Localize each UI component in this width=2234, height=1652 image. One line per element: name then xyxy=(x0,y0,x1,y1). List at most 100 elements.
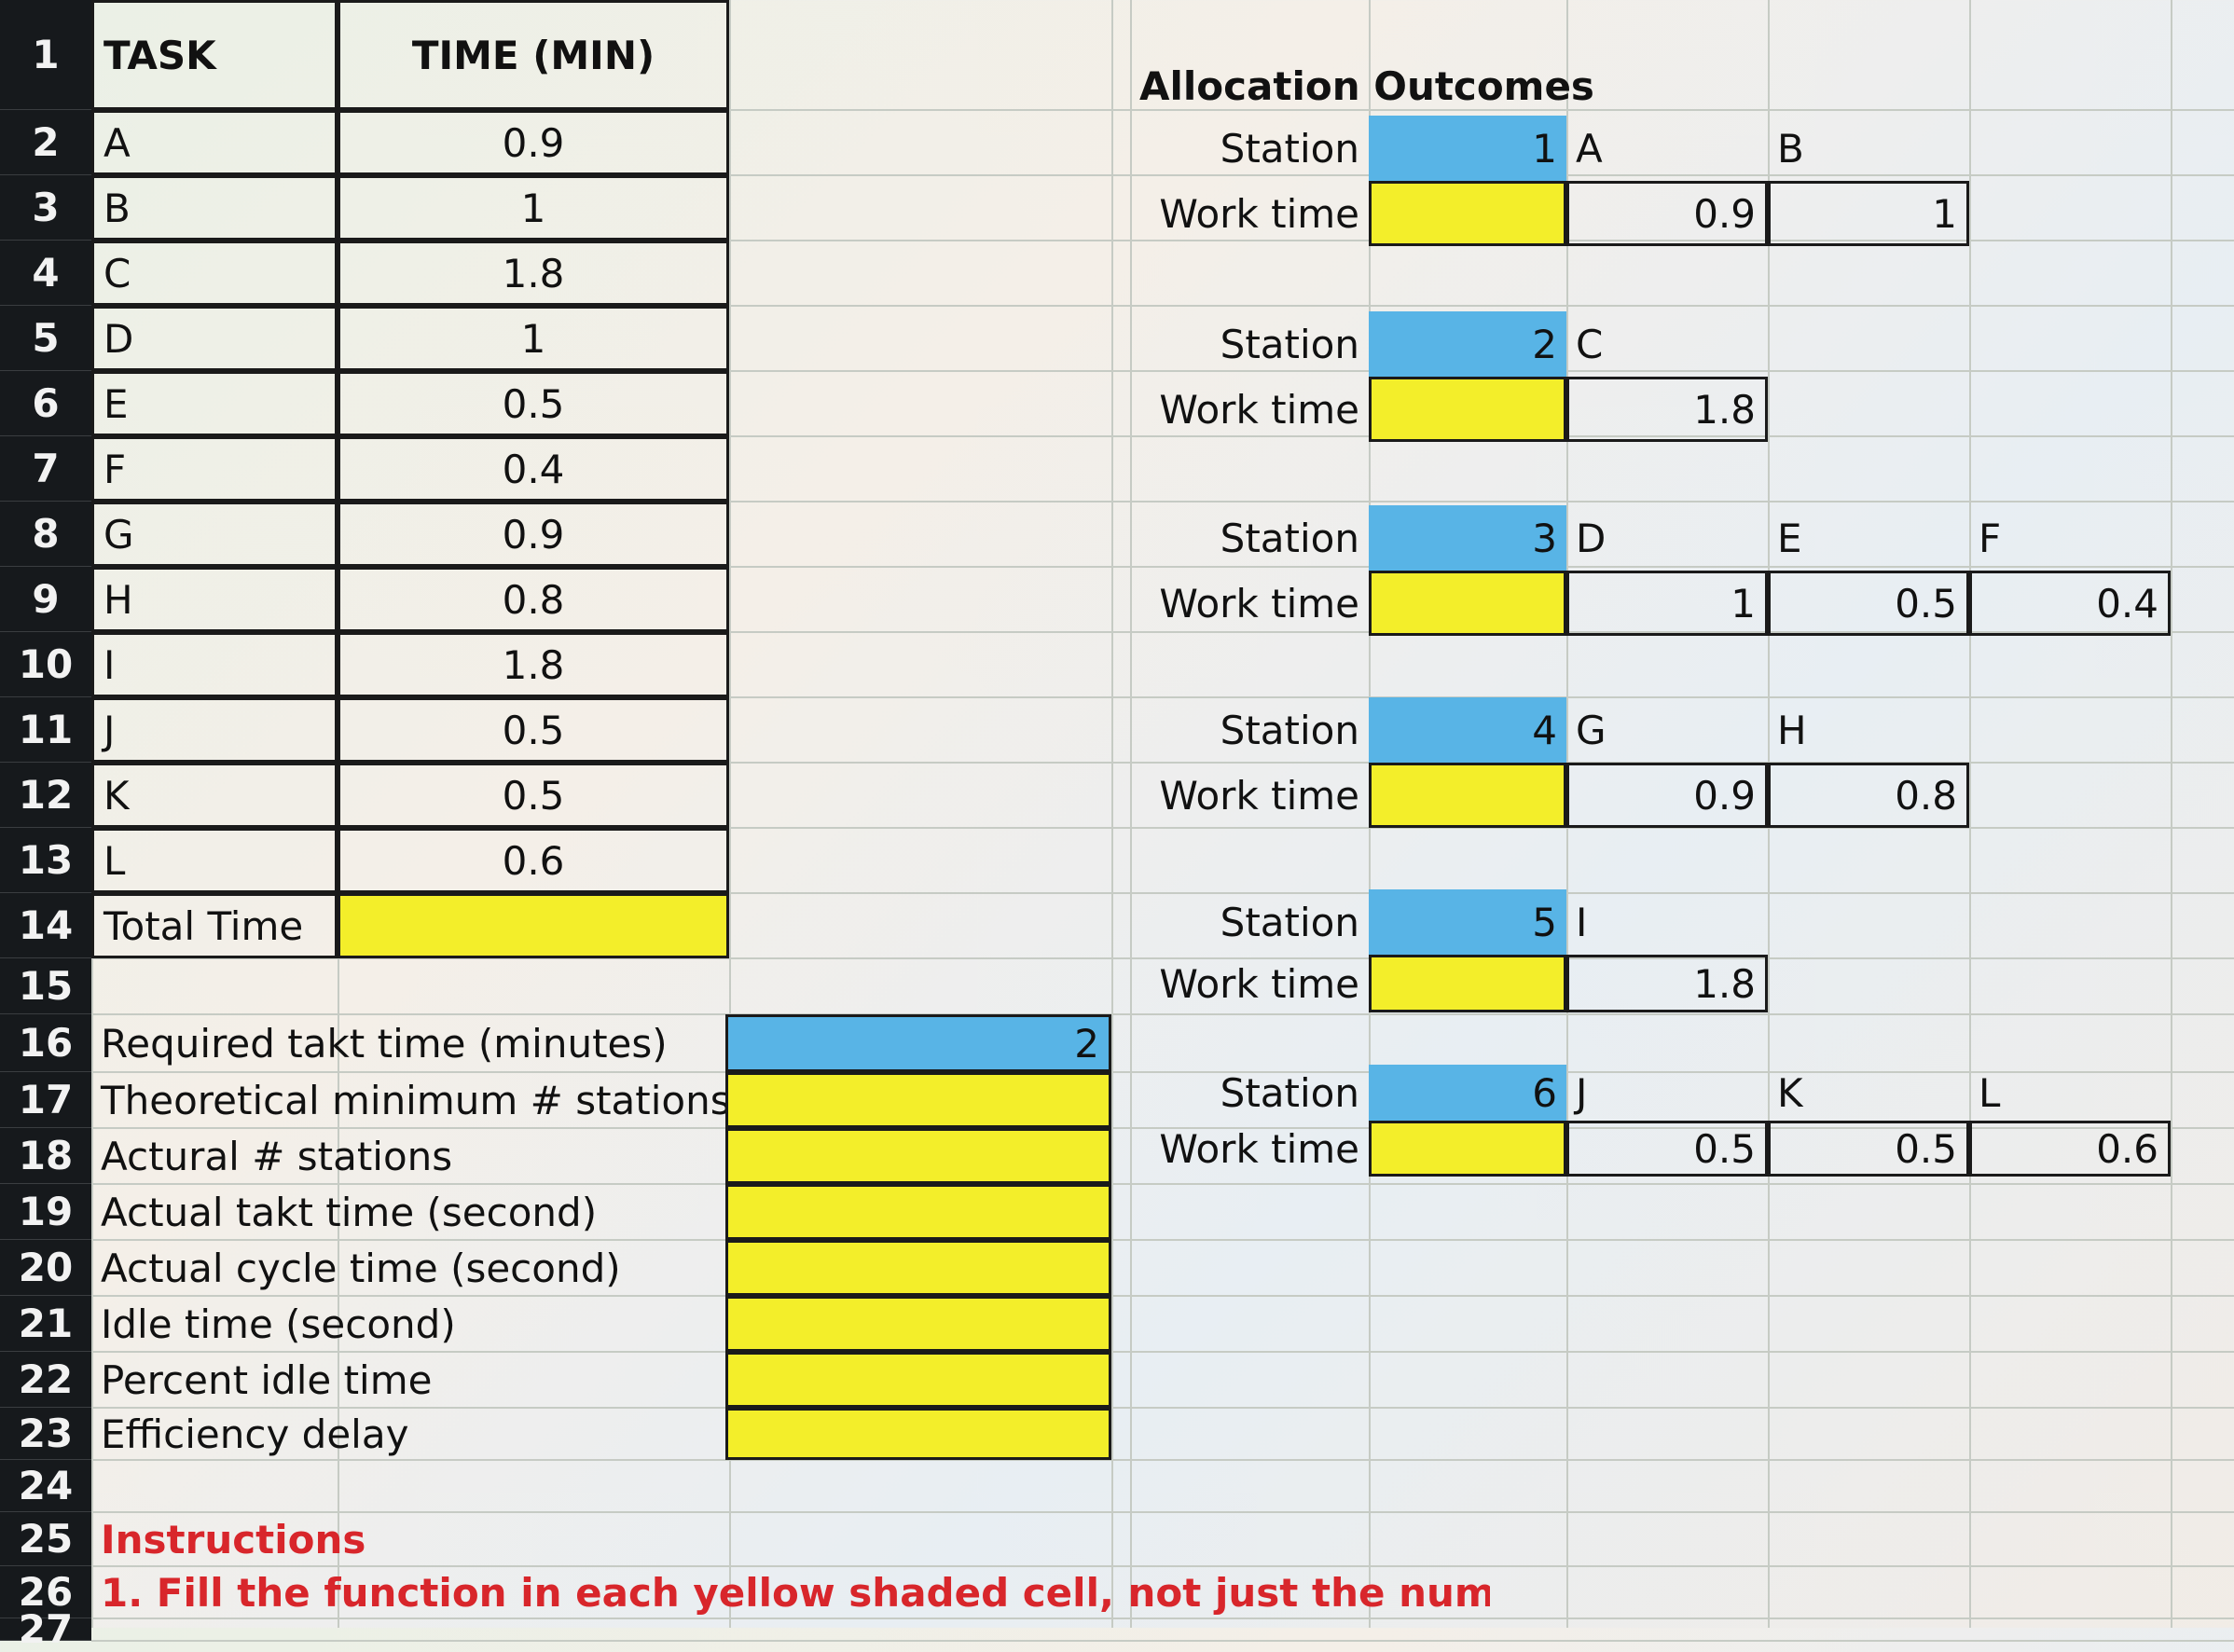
metric-value-cell[interactable] xyxy=(725,1352,1111,1408)
station-number-cell[interactable]: 1 xyxy=(1369,116,1566,181)
station-number-cell[interactable]: 6 xyxy=(1369,1065,1566,1121)
task-name-cell[interactable]: B xyxy=(91,175,338,241)
row-header[interactable]: 20 xyxy=(0,1240,91,1296)
station-task-time-cell[interactable]: 0.8 xyxy=(1768,763,1969,828)
station-task-cell[interactable]: H xyxy=(1777,707,1807,753)
row-header[interactable]: 12 xyxy=(0,763,91,828)
station-worktime-cell[interactable] xyxy=(1369,763,1566,828)
station-task-cell[interactable]: K xyxy=(1777,1069,1803,1116)
row-header[interactable]: 2 xyxy=(0,110,91,175)
metric-value-cell[interactable] xyxy=(725,1240,1111,1296)
task-time-cell[interactable]: 1 xyxy=(338,306,729,371)
row-header[interactable]: 11 xyxy=(0,697,91,763)
row-header[interactable]: 6 xyxy=(0,371,91,436)
station-task-cell[interactable]: B xyxy=(1777,125,1804,172)
station-task-time-cell[interactable]: 0.9 xyxy=(1566,763,1768,828)
station-worktime-cell[interactable] xyxy=(1369,571,1566,636)
station-number-cell[interactable]: 2 xyxy=(1369,311,1566,377)
task-time-cell[interactable]: 0.9 xyxy=(338,110,729,175)
station-worktime-cell[interactable] xyxy=(1369,955,1566,1012)
station-task-time-cell[interactable]: 1 xyxy=(1566,571,1768,636)
task-time-cell[interactable]: 0.5 xyxy=(338,371,729,436)
row-header[interactable]: 26 xyxy=(0,1566,91,1618)
total-time-value[interactable] xyxy=(338,893,729,958)
station-number-cell[interactable]: 3 xyxy=(1369,505,1566,571)
station-number-cell[interactable]: 5 xyxy=(1369,889,1566,955)
station-task-cell[interactable]: L xyxy=(1979,1069,2001,1116)
row-header[interactable]: 21 xyxy=(0,1296,91,1352)
row-header[interactable]: 3 xyxy=(0,175,91,241)
row-header[interactable]: 4 xyxy=(0,241,91,306)
task-name-cell[interactable]: E xyxy=(91,371,338,436)
station-task-cell[interactable]: J xyxy=(1576,1069,1588,1116)
station-worktime-cell[interactable] xyxy=(1369,377,1566,442)
station-task-cell[interactable]: F xyxy=(1979,515,2002,561)
row-header[interactable]: 25 xyxy=(0,1512,91,1566)
task-time-cell[interactable]: 1 xyxy=(338,175,729,241)
task-time-cell[interactable]: 0.4 xyxy=(338,436,729,502)
row-header[interactable]: 19 xyxy=(0,1184,91,1240)
station-task-time-cell[interactable]: 1.8 xyxy=(1566,377,1768,442)
station-task-time-cell[interactable]: 0.5 xyxy=(1768,1121,1969,1177)
metric-value-cell[interactable] xyxy=(725,1128,1111,1184)
task-name-cell[interactable]: F xyxy=(91,436,338,502)
task-time-cell[interactable]: 1.8 xyxy=(338,241,729,306)
task-name-cell[interactable]: G xyxy=(91,502,338,567)
row-header[interactable]: 15 xyxy=(0,958,91,1014)
station-task-time-cell[interactable]: 1.8 xyxy=(1566,955,1768,1012)
time-column-header[interactable]: TIME (MIN) xyxy=(338,0,729,110)
metric-value-cell[interactable] xyxy=(725,1296,1111,1352)
row-header[interactable]: 27 xyxy=(0,1606,91,1652)
station-task-cell[interactable]: G xyxy=(1576,707,1607,753)
task-time-cell[interactable]: 0.9 xyxy=(338,502,729,567)
row-header[interactable]: 1 xyxy=(0,0,91,110)
task-time-cell[interactable]: 1.8 xyxy=(338,632,729,697)
task-time-cell[interactable]: 0.6 xyxy=(338,828,729,893)
metric-value-cell[interactable]: 2 xyxy=(725,1014,1111,1072)
task-name-cell[interactable]: A xyxy=(91,110,338,175)
row-header[interactable]: 22 xyxy=(0,1352,91,1408)
station-task-cell[interactable]: D xyxy=(1576,515,1607,561)
total-time-label[interactable]: Total Time xyxy=(91,893,338,958)
row-header[interactable]: 17 xyxy=(0,1072,91,1128)
station-task-time-cell[interactable]: 0.5 xyxy=(1566,1121,1768,1177)
station-worktime-cell[interactable] xyxy=(1369,1121,1566,1177)
row-header[interactable]: 13 xyxy=(0,828,91,893)
station-task-time-cell[interactable]: 0.6 xyxy=(1969,1121,2171,1177)
task-time-cell[interactable]: 0.5 xyxy=(338,697,729,763)
row-header[interactable]: 24 xyxy=(0,1460,91,1512)
task-name-cell[interactable]: D xyxy=(91,306,338,371)
station-number-cell[interactable]: 4 xyxy=(1369,697,1566,763)
metric-value-cell[interactable] xyxy=(725,1184,1111,1240)
row-header[interactable]: 5 xyxy=(0,306,91,371)
row-header[interactable]: 18 xyxy=(0,1128,91,1184)
row-header[interactable]: 23 xyxy=(0,1408,91,1460)
row-header[interactable]: 14 xyxy=(0,893,91,958)
row-header[interactable]: 9 xyxy=(0,567,91,632)
task-name-cell[interactable]: H xyxy=(91,567,338,632)
task-name-cell[interactable]: J xyxy=(91,697,338,763)
station-task-cell[interactable]: E xyxy=(1777,515,1802,561)
task-name-cell[interactable]: I xyxy=(91,632,338,697)
task-time-cell[interactable]: 0.8 xyxy=(338,567,729,632)
row-header[interactable]: 16 xyxy=(0,1014,91,1072)
task-name-cell[interactable]: L xyxy=(91,828,338,893)
station-task-cell[interactable]: C xyxy=(1576,321,1604,367)
row-header[interactable]: 8 xyxy=(0,502,91,567)
station-worktime-cell[interactable] xyxy=(1369,181,1566,246)
row-header[interactable]: 10 xyxy=(0,632,91,697)
station-task-time-cell[interactable]: 0.5 xyxy=(1768,571,1969,636)
task-time-cell[interactable]: 0.5 xyxy=(338,763,729,828)
station-task-time-cell[interactable]: 0.4 xyxy=(1969,571,2171,636)
station-task-time-cell[interactable]: 0.9 xyxy=(1566,181,1768,246)
row-gridline xyxy=(91,109,2234,111)
metric-value-cell[interactable] xyxy=(725,1408,1111,1460)
station-task-cell[interactable]: A xyxy=(1576,125,1603,172)
task-name-cell[interactable]: C xyxy=(91,241,338,306)
task-column-header[interactable]: TASK xyxy=(91,0,338,110)
task-name-cell[interactable]: K xyxy=(91,763,338,828)
station-task-time-cell[interactable]: 1 xyxy=(1768,181,1969,246)
row-header[interactable]: 7 xyxy=(0,436,91,502)
metric-value-cell[interactable] xyxy=(725,1072,1111,1128)
station-task-cell[interactable]: I xyxy=(1576,899,1588,945)
